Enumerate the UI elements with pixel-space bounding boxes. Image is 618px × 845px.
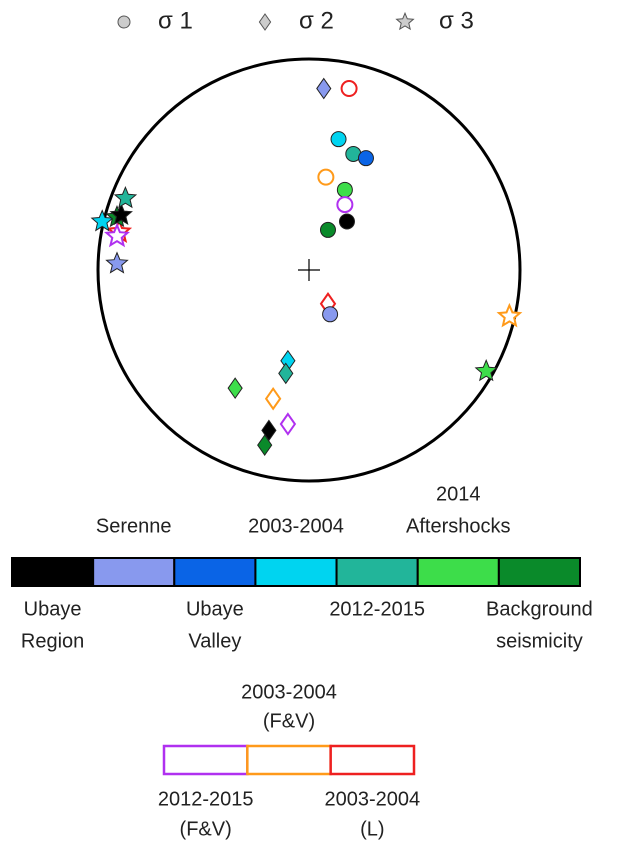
- stress-axis-point: [279, 412, 297, 436]
- legend-label: Region: [21, 630, 84, 652]
- colorbar-segment: [335, 557, 419, 587]
- colorbar-segment: [497, 557, 582, 587]
- stress-axis-point: [109, 202, 133, 226]
- colorbar-segment: [92, 557, 176, 587]
- legend-label: Serenne: [96, 515, 172, 537]
- legend-label: Ubaye: [186, 598, 244, 620]
- legend-symbol: [117, 15, 131, 29]
- stress-axis-point: [317, 168, 335, 186]
- stress-axis-point: [278, 362, 294, 385]
- legend-label: 2003-2004: [248, 515, 344, 537]
- stress-axis-point: [496, 302, 523, 328]
- legend-label: Ubaye: [24, 598, 82, 620]
- colorbar-segment: [11, 557, 95, 587]
- stress-axis-point: [330, 131, 347, 148]
- stress-axis-point: [357, 150, 374, 167]
- stress-axis-point: [105, 251, 129, 274]
- legend-label: (F&V): [180, 818, 232, 840]
- open-bar-segment: [162, 744, 249, 776]
- legend-label: 2012-2015: [158, 788, 254, 810]
- stress-axis-point: [90, 209, 114, 232]
- open-bar-segment: [329, 744, 416, 776]
- legend-label: (F&V): [263, 710, 315, 732]
- stress-axis-point: [336, 181, 353, 198]
- legend-label: σ 2: [299, 7, 334, 34]
- stress-axis-point: [264, 386, 282, 411]
- stereonet-circle: [96, 57, 522, 483]
- stress-axis-point: [104, 222, 130, 248]
- stress-axis-point: [336, 196, 354, 214]
- legend-label: Aftershocks: [406, 515, 510, 537]
- legend-label: 2003-2004: [241, 681, 337, 703]
- colorbar-segment: [416, 557, 500, 587]
- stress-axis-point: [322, 306, 339, 323]
- stress-axis-point: [113, 185, 138, 209]
- legend-label: seismicity: [496, 630, 583, 652]
- stress-axis-point: [316, 77, 332, 100]
- colorbar-segment: [254, 557, 338, 587]
- legend-label: 2003-2004: [325, 788, 421, 810]
- stress-axis-point: [474, 358, 498, 382]
- legend-label: 2014: [436, 483, 481, 505]
- stress-axis-point: [319, 221, 336, 238]
- legend-label: Background: [486, 598, 593, 620]
- legend-label: σ 3: [439, 7, 474, 34]
- colorbar-segment: [173, 557, 257, 587]
- legend-symbol: [258, 13, 272, 31]
- legend-label: 2012-2015: [329, 598, 425, 620]
- stress-axis-point: [340, 80, 358, 98]
- open-bar-segment: [246, 744, 332, 776]
- legend-label: (L): [360, 818, 384, 840]
- stress-axis-point: [227, 377, 243, 400]
- legend-symbol: [395, 11, 415, 31]
- legend-label: Valley: [188, 630, 241, 652]
- stress-axis-point: [257, 434, 273, 457]
- legend-label: σ 1: [158, 7, 193, 34]
- stress-axis-point: [338, 213, 355, 230]
